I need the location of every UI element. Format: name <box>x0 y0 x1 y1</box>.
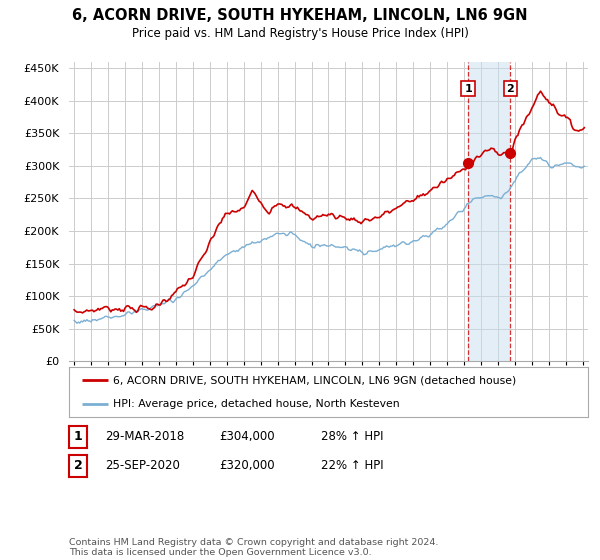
Text: 1: 1 <box>464 83 472 94</box>
Text: 22% ↑ HPI: 22% ↑ HPI <box>321 459 383 473</box>
Text: 29-MAR-2018: 29-MAR-2018 <box>105 430 184 444</box>
Bar <box>468 62 511 361</box>
Text: 6, ACORN DRIVE, SOUTH HYKEHAM, LINCOLN, LN6 9GN (detached house): 6, ACORN DRIVE, SOUTH HYKEHAM, LINCOLN, … <box>113 375 517 385</box>
Text: £320,000: £320,000 <box>219 459 275 473</box>
Text: 6, ACORN DRIVE, SOUTH HYKEHAM, LINCOLN, LN6 9GN: 6, ACORN DRIVE, SOUTH HYKEHAM, LINCOLN, … <box>72 8 528 24</box>
Text: 2: 2 <box>74 459 82 473</box>
Text: 1: 1 <box>74 430 82 444</box>
Text: Contains HM Land Registry data © Crown copyright and database right 2024.
This d: Contains HM Land Registry data © Crown c… <box>69 538 439 557</box>
Text: 28% ↑ HPI: 28% ↑ HPI <box>321 430 383 444</box>
Text: Price paid vs. HM Land Registry's House Price Index (HPI): Price paid vs. HM Land Registry's House … <box>131 27 469 40</box>
Text: £304,000: £304,000 <box>219 430 275 444</box>
Text: HPI: Average price, detached house, North Kesteven: HPI: Average price, detached house, Nort… <box>113 399 400 409</box>
Text: 25-SEP-2020: 25-SEP-2020 <box>105 459 180 473</box>
Text: 2: 2 <box>506 83 514 94</box>
